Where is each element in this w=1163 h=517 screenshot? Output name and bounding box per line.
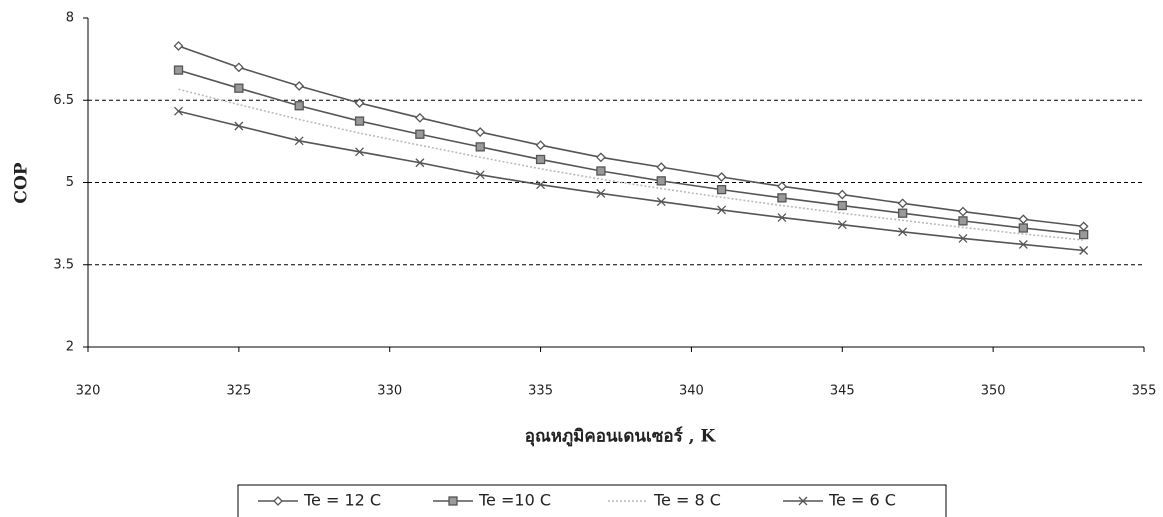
marker [476, 143, 484, 151]
marker [235, 63, 243, 71]
marker [1019, 215, 1027, 223]
legend-label: Te =10 C [478, 491, 551, 510]
marker [718, 173, 726, 181]
marker [657, 163, 665, 171]
legend-label: Te = 8 C [653, 491, 721, 510]
y-tick-label: 3.5 [53, 257, 74, 272]
x-tick-label: 325 [226, 384, 251, 399]
marker [416, 130, 424, 138]
marker [657, 177, 665, 185]
marker [597, 153, 605, 161]
x-tick-label: 355 [1132, 384, 1157, 399]
marker [235, 84, 243, 92]
marker [778, 194, 786, 202]
marker [899, 199, 907, 207]
x-tick-label: 320 [76, 384, 101, 399]
y-tick-label: 2 [66, 340, 74, 355]
marker [778, 182, 786, 190]
marker [899, 209, 907, 217]
y-tick-label: 5 [66, 175, 74, 190]
marker [476, 128, 484, 136]
marker [838, 191, 846, 199]
marker [175, 42, 183, 50]
marker [959, 217, 967, 225]
series-line [179, 46, 1084, 226]
marker [416, 114, 424, 122]
x-tick-label: 340 [679, 384, 704, 399]
x-tick-label: 330 [377, 384, 402, 399]
marker [1080, 222, 1088, 230]
marker [597, 167, 605, 175]
marker [838, 202, 846, 210]
y-tick-label: 6.5 [53, 93, 74, 108]
chart: อุณหภูมิคอนเดนเซอร์ , K COP 2 3.5 5 6.5 8 320… [0, 0, 1163, 517]
marker [356, 117, 364, 125]
marker [537, 155, 545, 163]
marker [1080, 231, 1088, 239]
marker [537, 141, 545, 149]
x-axis-title: อุณหภูมิคอนเดนเซอร์ , K [525, 426, 717, 448]
series-line [179, 89, 1084, 240]
marker [718, 186, 726, 194]
legend-label: Te = 12 C [303, 491, 381, 510]
series-line [179, 111, 1084, 250]
legend-label: Te = 6 C [828, 491, 896, 510]
x-tick-label: 345 [830, 384, 855, 399]
y-tick-label: 8 [66, 11, 74, 26]
marker [295, 102, 303, 110]
x-tick-label: 335 [528, 384, 553, 399]
y-axis-title: COP [12, 162, 32, 203]
marker [295, 82, 303, 90]
marker [959, 208, 967, 216]
marker [175, 66, 183, 74]
marker [1019, 224, 1027, 232]
x-tick-label: 350 [981, 384, 1006, 399]
legend-marker [449, 497, 457, 505]
